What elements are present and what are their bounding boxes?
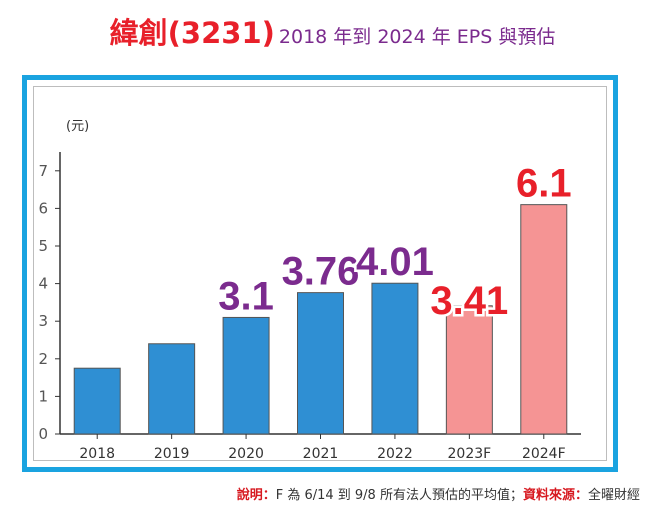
bar-2019 [148,343,196,435]
bar-2024F [520,204,568,435]
data-label-2023F: 3.41 [430,279,508,323]
x-tick-label-2023F: 2023F [448,446,492,462]
y-tick-label: 2 [38,350,48,368]
y-tick-label: 3 [38,312,48,330]
x-tick-label-2024F: 2024F [522,446,566,462]
bar-2021 [297,292,344,435]
y-tick-label: 7 [38,162,48,180]
y-tick-label: 4 [38,275,48,293]
y-axis-label: (元) [66,119,89,134]
y-tick-label: 5 [38,237,48,255]
title-subtitle: 2018 年到 2024 年 EPS 與預估 [278,26,556,48]
x-tick-label-2019: 2019 [154,446,190,462]
y-tick-label: 1 [38,387,48,405]
bar-2022 [371,282,419,435]
note-text: F 為 6/14 到 9/8 所有法人預估的平均值； [275,488,523,503]
x-tick-label-2020: 2020 [228,446,264,462]
title-company: 緯創(3231) [109,16,275,50]
data-label-2022: 4.01 [356,240,434,284]
chart-title: 緯創(3231) 2018 年到 2024 年 EPS 與預估 [0,10,665,52]
note-label: 說明： [236,488,276,503]
bar-2020 [222,316,270,435]
bar-2018 [73,367,121,435]
y-tick-label: 0 [38,425,48,443]
x-tick-label-2018: 2018 [79,446,115,462]
x-tick-label-2022: 2022 [377,446,413,462]
y-tick-label: 6 [38,199,48,217]
data-label-2020: 3.1 [218,274,274,318]
source-text: 全曜財經 [587,488,640,503]
data-label-2021: 3.76 [282,250,360,294]
x-tick-label-2021: 2021 [303,446,339,462]
chart-footer: 說明：F 為 6/14 到 9/8 所有法人預估的平均值；資料來源：全曜財經 [0,484,640,503]
bar-2023F [445,305,493,435]
source-label: 資料來源： [522,488,588,503]
data-label-2024F: 6.1 [516,162,572,206]
